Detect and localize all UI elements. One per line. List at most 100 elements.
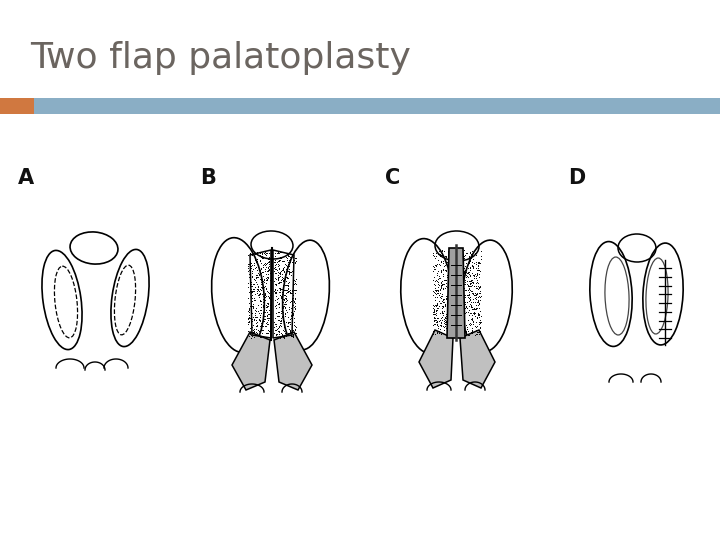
Point bbox=[443, 270, 454, 279]
Point bbox=[270, 289, 282, 298]
Point bbox=[450, 330, 462, 339]
Point bbox=[273, 312, 284, 320]
Point bbox=[458, 267, 469, 276]
Point bbox=[282, 252, 294, 261]
Point bbox=[246, 267, 258, 275]
Point bbox=[470, 282, 482, 291]
Point bbox=[269, 320, 281, 328]
Point bbox=[436, 308, 448, 316]
Point bbox=[253, 292, 265, 301]
Point bbox=[437, 265, 449, 273]
Point bbox=[249, 255, 261, 264]
Point bbox=[466, 303, 477, 312]
Point bbox=[269, 301, 280, 310]
Point bbox=[434, 274, 446, 282]
Point bbox=[451, 252, 462, 261]
Point bbox=[289, 286, 301, 294]
Point bbox=[282, 319, 294, 327]
Point bbox=[255, 269, 266, 278]
Point bbox=[261, 314, 273, 322]
Point bbox=[472, 293, 484, 301]
Point bbox=[258, 282, 270, 291]
Point bbox=[258, 293, 270, 302]
Point bbox=[472, 313, 483, 322]
Point bbox=[255, 282, 266, 291]
Point bbox=[261, 333, 273, 341]
Point bbox=[245, 329, 256, 338]
Point bbox=[283, 313, 294, 321]
Point bbox=[273, 257, 284, 266]
Point bbox=[287, 326, 298, 335]
Point bbox=[273, 328, 284, 336]
Point bbox=[255, 275, 266, 284]
Point bbox=[439, 318, 451, 326]
Point bbox=[282, 282, 294, 291]
Point bbox=[428, 308, 439, 317]
Point bbox=[451, 328, 462, 336]
Point bbox=[258, 274, 270, 283]
Point bbox=[285, 252, 297, 261]
Point bbox=[433, 302, 445, 310]
Point bbox=[463, 293, 474, 302]
Point bbox=[278, 301, 289, 310]
Point bbox=[270, 288, 282, 297]
Point bbox=[256, 271, 267, 279]
Point bbox=[260, 269, 271, 278]
Point bbox=[467, 279, 479, 287]
Point bbox=[475, 252, 487, 261]
Point bbox=[431, 292, 443, 301]
Point bbox=[256, 253, 267, 261]
Point bbox=[441, 271, 452, 279]
Point bbox=[248, 294, 260, 302]
Point bbox=[465, 254, 477, 263]
Point bbox=[456, 260, 467, 269]
Point bbox=[258, 294, 270, 303]
Point bbox=[440, 252, 451, 260]
Point bbox=[454, 292, 466, 301]
Point bbox=[261, 273, 273, 281]
Point bbox=[441, 258, 452, 266]
Point bbox=[470, 322, 482, 331]
Point bbox=[428, 276, 439, 285]
Point bbox=[252, 307, 264, 315]
Point bbox=[433, 250, 444, 259]
Point bbox=[274, 287, 286, 296]
Point bbox=[274, 253, 286, 262]
Point bbox=[456, 312, 468, 320]
Point bbox=[277, 274, 289, 282]
Point bbox=[276, 298, 288, 306]
Point bbox=[436, 280, 447, 289]
Point bbox=[441, 309, 452, 318]
Point bbox=[463, 259, 474, 267]
Point bbox=[270, 291, 282, 300]
Point bbox=[473, 300, 485, 309]
Point bbox=[439, 301, 451, 309]
Point bbox=[466, 315, 477, 324]
Point bbox=[271, 248, 283, 256]
Point bbox=[252, 282, 264, 291]
Point bbox=[453, 258, 464, 267]
Point bbox=[248, 327, 259, 336]
Point bbox=[438, 319, 450, 328]
Point bbox=[257, 310, 269, 319]
Point bbox=[470, 329, 482, 338]
Point bbox=[447, 313, 459, 321]
Point bbox=[248, 259, 259, 267]
Point bbox=[445, 307, 456, 315]
Point bbox=[272, 308, 284, 316]
Point bbox=[455, 255, 467, 264]
Point bbox=[276, 299, 287, 307]
Point bbox=[454, 275, 465, 284]
Point bbox=[251, 320, 263, 329]
Point bbox=[451, 316, 462, 325]
Point bbox=[256, 274, 267, 283]
Point bbox=[457, 290, 469, 299]
Point bbox=[435, 289, 446, 298]
Point bbox=[448, 288, 459, 296]
Point bbox=[435, 258, 446, 266]
Point bbox=[286, 295, 297, 303]
Point bbox=[255, 326, 266, 334]
Point bbox=[441, 313, 452, 322]
Point bbox=[279, 312, 290, 320]
Point bbox=[279, 300, 291, 308]
